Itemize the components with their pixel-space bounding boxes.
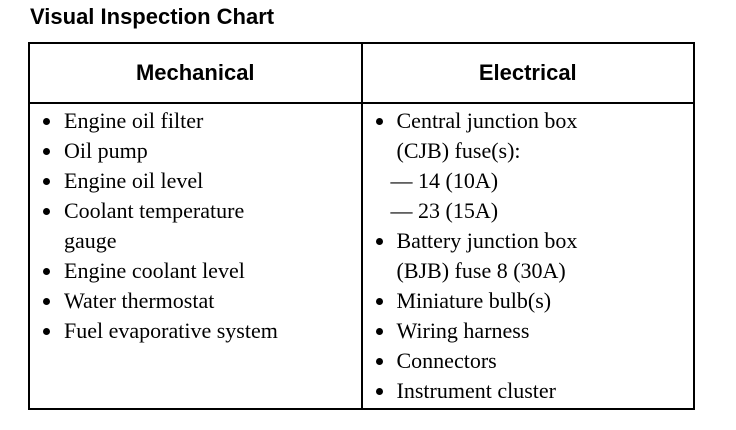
title: Visual Inspection Chart — [30, 4, 275, 29]
item-text: Water thermostat — [64, 288, 215, 313]
bullet — [43, 178, 50, 185]
list-item: Instrument cluster — [373, 376, 694, 406]
bullet — [375, 118, 383, 125]
item-text: Miniature bulb(s) — [396, 288, 552, 313]
item-text: — 23 (15A) — [390, 198, 499, 223]
table: Mechanical Electrical Engine oil filter O… — [28, 42, 695, 410]
bullet — [375, 358, 383, 365]
header-cell: Mechanical — [135, 60, 255, 85]
header-cell: Electrical — [360, 44, 694, 102]
list-item: Wiring harness — [373, 316, 694, 346]
bullet — [43, 118, 50, 125]
list-item: Battery junction box (BJB) fuse 8 (30A) — [373, 226, 694, 286]
list-item: Central junction box (CJB) fuse(s): — 14 (… — [373, 106, 694, 226]
bullet — [43, 268, 50, 275]
item-text: Connectors — [396, 348, 497, 373]
list-item: Engine coolant level — [40, 256, 361, 286]
item-text: Battery junction box — [396, 228, 578, 253]
item-text: Oil pump — [64, 138, 148, 163]
item-text: Engine coolant level — [64, 258, 245, 283]
item-text: Engine oil filter — [64, 108, 204, 133]
bullet — [43, 208, 50, 215]
body-cell: Engine oil filter Oil pump Engine oil leve… — [30, 104, 361, 408]
item-text: Central junction box — [396, 108, 578, 133]
list-item: Water thermostat — [40, 286, 361, 316]
item-text: (BJB) fuse 8 (30A) — [396, 258, 566, 283]
bullet — [375, 388, 383, 395]
item-text: gauge — [64, 228, 117, 253]
bullet — [43, 298, 50, 305]
bullet — [375, 328, 383, 335]
list-item: Connectors — [373, 346, 694, 376]
bullet — [375, 238, 383, 245]
bullet — [43, 328, 50, 335]
list-item: Coolant temperature gauge — [40, 196, 361, 256]
item-text: Instrument cluster — [396, 378, 556, 403]
table-header: Mechanical Electrical — [30, 44, 693, 104]
list-item: Engine oil level — [40, 166, 361, 196]
item-text: Wiring harness — [396, 318, 530, 343]
item-text: Coolant temperature — [64, 198, 245, 223]
table-body: Engine oil filter Oil pump Engine oil leve… — [30, 104, 693, 408]
item-text: Engine oil level — [64, 168, 204, 193]
item-text: — 14 (10A) — [390, 168, 499, 193]
list-item: Miniature bulb(s) — [373, 286, 694, 316]
list-item: Engine oil filter — [40, 106, 361, 136]
bullet — [43, 148, 50, 155]
list-item: Fuel evaporative system — [40, 316, 361, 346]
list-item: Oil pump — [40, 136, 361, 166]
bullet — [375, 298, 383, 305]
item-text: (CJB) fuse(s): — [396, 138, 521, 163]
item-text: Fuel evaporative system — [64, 318, 278, 343]
body-cell: Central junction box (CJB) fuse(s): — 14 (… — [360, 104, 694, 408]
